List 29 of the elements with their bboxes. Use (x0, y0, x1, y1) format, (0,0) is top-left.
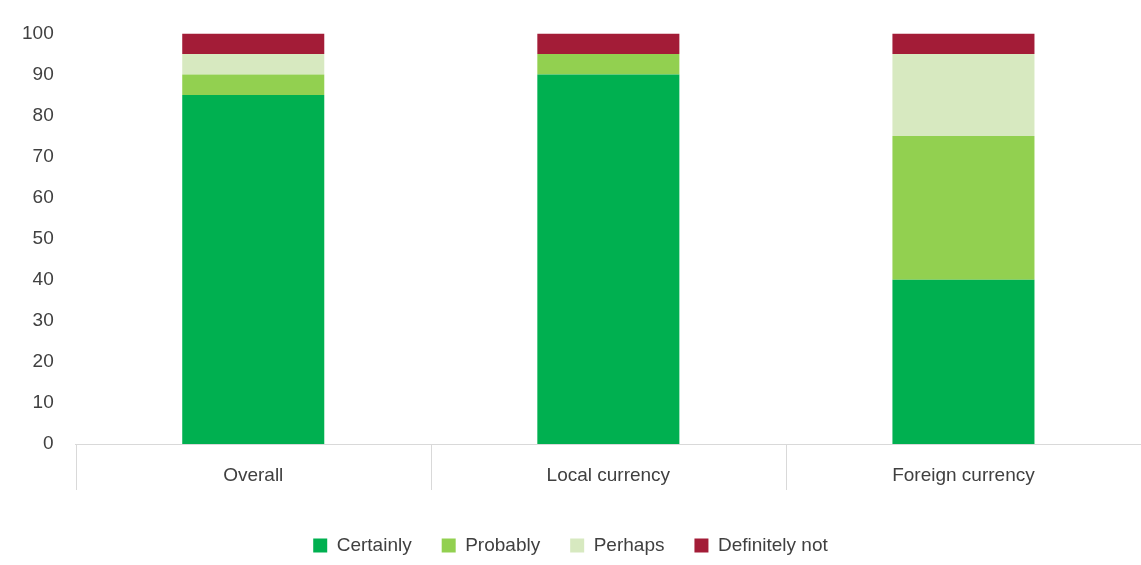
x-tick-label: Foreign currency (892, 463, 1036, 485)
y-tick-label: 80 (32, 103, 54, 125)
legend-label: Perhaps (593, 533, 665, 555)
y-tick-label: 0 (43, 432, 54, 454)
bar (537, 33, 680, 54)
x-tick-label: Local currency (546, 463, 671, 485)
y-tick-label: 100 (22, 21, 54, 43)
bar (892, 33, 1035, 54)
y-tick-label: 30 (32, 309, 54, 331)
bar (892, 279, 1035, 444)
y-tick-label: 50 (32, 226, 54, 248)
bar (182, 33, 325, 54)
legend-label: Definitely not (717, 533, 829, 555)
bar (182, 74, 325, 95)
legend-label: Certainly (336, 533, 413, 555)
y-tick-label: 10 (32, 391, 54, 413)
y-tick-label: 70 (32, 144, 54, 166)
bar (182, 94, 325, 444)
y-tick-label: 40 (32, 267, 54, 289)
x-tick-label: Overall (223, 463, 284, 485)
y-tick-label: 20 (32, 350, 54, 372)
y-tick-label: 90 (32, 62, 54, 84)
bar (892, 136, 1035, 280)
bar (892, 53, 1035, 137)
y-tick-label: 60 (32, 185, 54, 207)
bar (182, 53, 325, 75)
bar (537, 74, 680, 444)
legend-label: Probably (465, 533, 541, 555)
bar (537, 53, 680, 75)
